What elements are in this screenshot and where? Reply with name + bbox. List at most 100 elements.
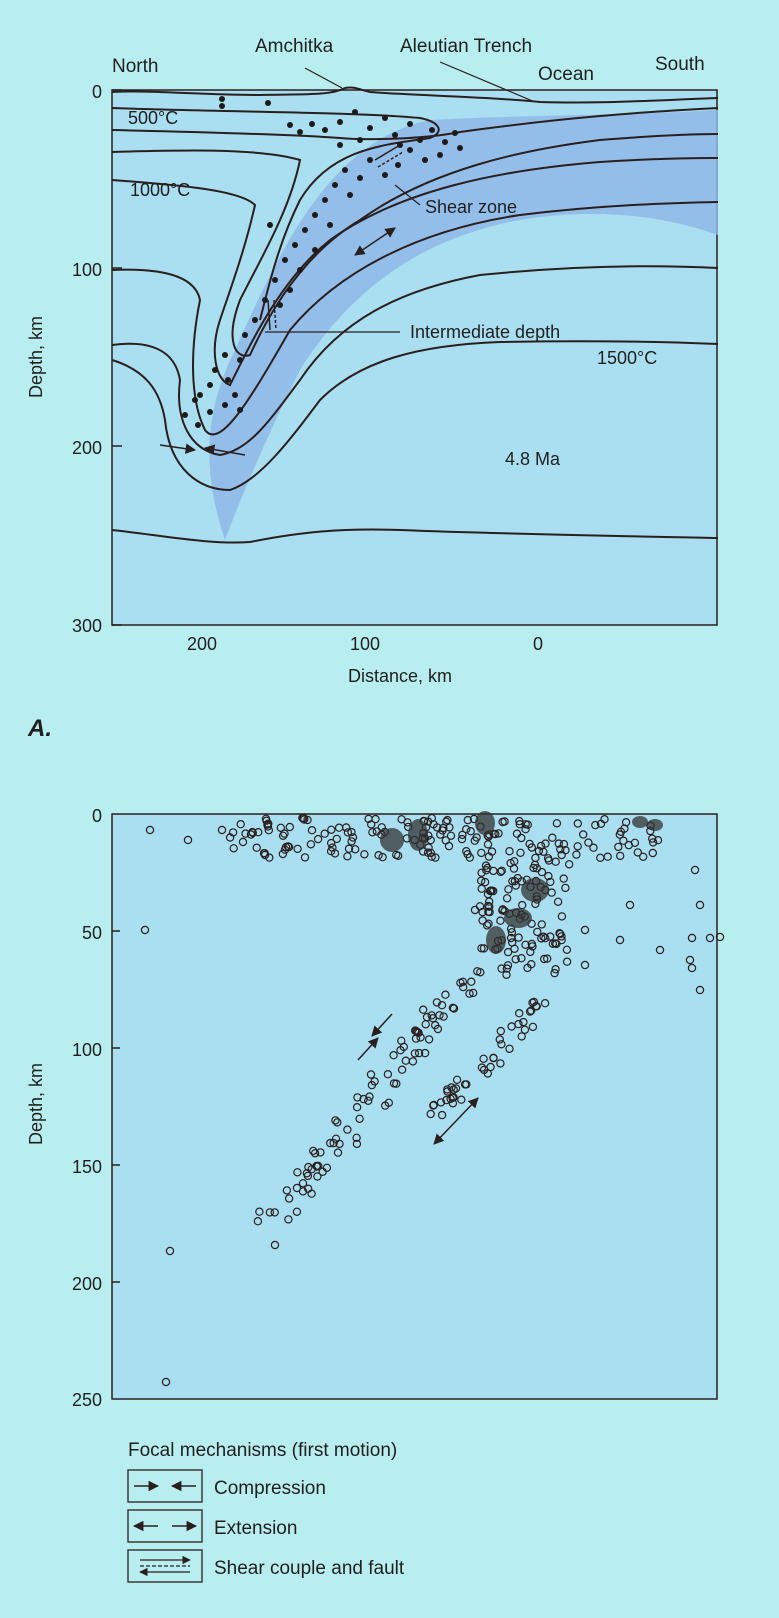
seismic-event-circle: [525, 1007, 535, 1016]
seismic-event-circle: [329, 1138, 338, 1148]
seismic-event-circle: [392, 850, 401, 860]
seismic-event-circle: [432, 998, 442, 1007]
seismic-event-circle: [503, 947, 513, 957]
seismic-event-circle: [352, 1139, 362, 1149]
seismic-event-circle: [276, 823, 285, 833]
seismic-event-circle: [511, 955, 520, 964]
isotherm-line: [111, 340, 719, 492]
shear-zone-label: Shear zone: [425, 197, 517, 217]
seismic-event-circle: [510, 944, 519, 954]
seismic-event-circle: [478, 907, 487, 917]
seismic-event-circle: [328, 843, 337, 852]
compression-arrow: [371, 1013, 393, 1037]
seismic-event-circle: [447, 1083, 456, 1092]
seismic-event-circle: [648, 848, 658, 858]
seismic-event-circle: [556, 845, 565, 854]
seismic-event-circle: [550, 968, 559, 978]
panel-b: Depth, km 0 50 100 150 200 250: [26, 806, 725, 1410]
seismic-event-circle: [507, 928, 517, 937]
panel-b-plot-area: [111, 813, 718, 1400]
seismic-event-circle: [540, 999, 550, 1008]
seismic-event-circle: [477, 884, 486, 893]
seismic-event-circle: [331, 1116, 340, 1125]
seismic-event-circle: [498, 817, 507, 827]
seismic-event-circle: [482, 921, 492, 930]
seismic-event-circle: [477, 848, 486, 858]
seismic-event-circle: [502, 894, 512, 903]
seismic-event-circle: [489, 829, 498, 839]
seismic-event-circle: [462, 825, 471, 834]
seismic-event-circle: [353, 1093, 362, 1102]
seismic-event-circle: [515, 1009, 524, 1018]
seismic-event-circle: [411, 1026, 420, 1035]
seismic-event-circle: [505, 847, 514, 856]
seismic-event-circle: [392, 1079, 401, 1088]
seismic-event-circle: [496, 916, 505, 925]
y-tick-label: 0: [92, 806, 102, 826]
seismic-event-circle: [377, 823, 386, 832]
y-tick-label: 0: [92, 82, 102, 102]
seismic-event-circle: [316, 1148, 325, 1157]
seismic-event-circle: [562, 957, 572, 966]
seismic-event-circle: [306, 840, 316, 849]
seismic-event-circle: [494, 829, 503, 838]
y-tick-label: 250: [72, 1390, 102, 1410]
seismic-event-circle: [506, 858, 515, 868]
seismic-event-circle: [366, 1070, 376, 1079]
seismic-event-circle: [438, 826, 447, 835]
panel-b-y-axis-label: Depth, km: [26, 1063, 46, 1145]
seismic-event-circle: [458, 830, 467, 840]
seismic-event-circle: [293, 844, 302, 854]
legend: Focal mechanisms (first motion) Compress…: [127, 1440, 405, 1583]
seismic-event-circle: [410, 1049, 420, 1058]
direction-north-label: North: [112, 56, 158, 77]
seismic-event-circle: [333, 1118, 342, 1127]
seismic-event-circle: [293, 1168, 302, 1177]
seismic-event-circle: [559, 874, 568, 883]
intermediate-depth-label: Intermediate depth: [410, 322, 560, 342]
seismic-event-circle: [414, 1048, 424, 1058]
seismic-event-circle: [360, 850, 369, 859]
seismic-event-circle: [378, 852, 387, 862]
seismic-event-circle: [397, 815, 406, 824]
seismic-event-circle: [444, 841, 454, 851]
seismic-event-circle: [705, 933, 715, 943]
seismic-event-circle: [485, 902, 494, 911]
seismic-event-circle: [351, 845, 360, 854]
seismic-event-circle: [236, 820, 245, 829]
seismic-event-circle: [320, 829, 329, 838]
seismic-event-circle: [352, 1102, 362, 1112]
isotherm-1500-label: 1500°C: [597, 348, 657, 368]
seismic-event-circle: [534, 846, 544, 856]
seismic-event-circle: [630, 838, 640, 848]
seismic-event-circle: [343, 1125, 352, 1134]
seismic-event-circle: [313, 1172, 322, 1181]
seismic-event-circle: [255, 1207, 264, 1216]
seismic-event-circle: [589, 843, 598, 852]
seismic-event-circle: [514, 1019, 523, 1029]
seismic-event-circle: [557, 935, 566, 945]
panel-a-arrows: [159, 144, 404, 456]
seismic-event-circle: [314, 1161, 323, 1171]
seismic-event-circle: [480, 877, 490, 887]
seismic-event-circle: [544, 871, 553, 881]
seismic-event-circle: [540, 954, 549, 964]
seismic-event-circle: [327, 825, 336, 835]
seismic-event-circle: [225, 833, 235, 842]
seismic-event-circle: [300, 853, 310, 862]
seismic-event-circle: [519, 1017, 528, 1027]
seismic-event-circle: [347, 827, 356, 837]
seismic-event-circle: [616, 851, 625, 861]
legend-title: Focal mechanisms (first motion): [128, 1440, 397, 1461]
extension-arrow: [433, 1097, 479, 1145]
seismic-event-circle: [648, 838, 658, 847]
seismic-event-circle: [436, 830, 445, 839]
seismic-event-circle: [527, 843, 537, 852]
isotherm-1000-label: 1000°C: [130, 180, 190, 200]
seismic-event-circle: [397, 1065, 407, 1074]
seismic-event-circle: [687, 933, 697, 943]
seismic-event-circle: [374, 851, 383, 860]
seafloor-surface-line: [111, 86, 719, 104]
seismic-event-circle: [371, 814, 380, 824]
seismic-event-circle: [485, 897, 494, 906]
